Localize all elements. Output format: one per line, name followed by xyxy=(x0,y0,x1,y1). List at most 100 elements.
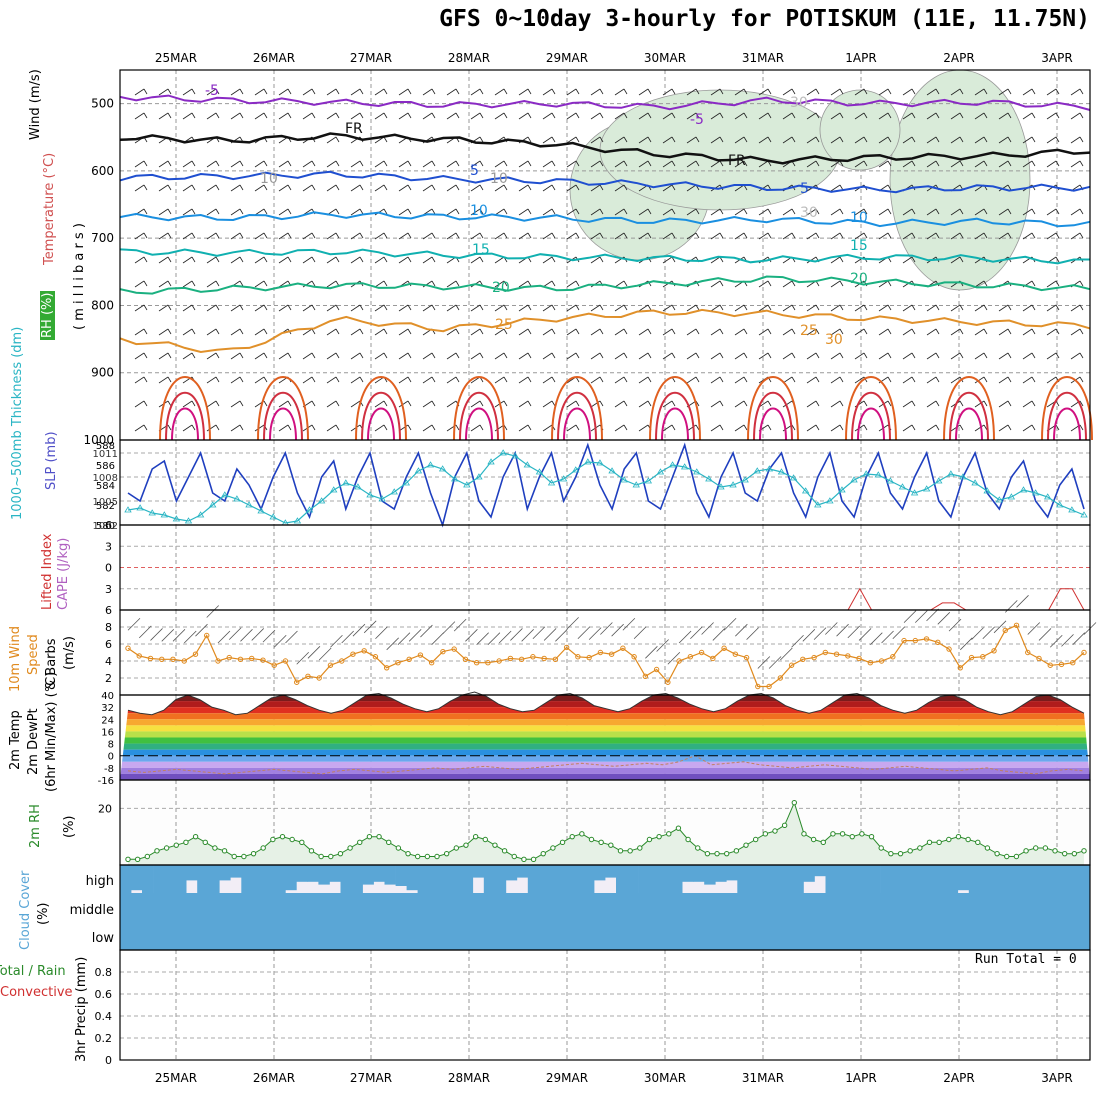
wind-barb-flag xyxy=(863,232,868,239)
cloud-high-bar xyxy=(219,865,231,881)
wind-barb xyxy=(686,112,697,120)
wind-10m-barb xyxy=(993,620,1007,634)
wind-barb xyxy=(494,352,505,360)
cloud-high-bar xyxy=(1023,865,1036,893)
wind10m-label: 10m Wind xyxy=(8,625,23,692)
wind-barb xyxy=(422,112,433,120)
wind-barb-flag xyxy=(671,160,676,167)
wind-barb xyxy=(926,304,937,312)
date-label-top-27MAR: 27MAR xyxy=(350,51,392,65)
date-label-bottom-30MAR: 30MAR xyxy=(644,1071,686,1085)
wind-barb-flag xyxy=(1031,352,1036,359)
wind-barb-flag xyxy=(407,184,412,191)
wind-10m-barb xyxy=(431,632,444,645)
cloud-high-bar xyxy=(913,865,925,893)
wind-barb-flag xyxy=(311,376,316,383)
wind-barb xyxy=(230,160,241,168)
wind-barb-flag xyxy=(671,304,676,311)
wind-barb-flag xyxy=(1031,424,1036,431)
wind-10m-barb xyxy=(251,628,265,641)
slp-tick-1005: 1005 xyxy=(93,497,118,508)
wind-barb-flag xyxy=(215,304,220,311)
cloud-high-bar xyxy=(1012,865,1025,893)
cloud-cat-high: high xyxy=(86,874,114,889)
rh-marker xyxy=(849,833,855,840)
cloud-high-bar xyxy=(230,865,242,878)
wind-10m-barb xyxy=(780,647,793,661)
wind-barb xyxy=(518,184,529,192)
wind-speed-marker xyxy=(192,651,199,657)
wind-barb-flag xyxy=(431,304,436,311)
cloud-high-bar xyxy=(417,865,429,893)
wind-10m-barb xyxy=(262,629,276,643)
wind-speed-marker xyxy=(530,654,536,660)
wind-barb-flag xyxy=(215,88,220,95)
wind-barb-flag xyxy=(863,136,868,143)
wind-barb-flag xyxy=(407,304,412,311)
wind-barb-flag xyxy=(839,208,844,215)
wind-barb xyxy=(638,328,649,336)
cloud-high-bar xyxy=(208,865,220,893)
date-label-bottom-3APR: 3APR xyxy=(1041,1071,1072,1085)
wind-barb-flag xyxy=(623,208,628,215)
rh-marker xyxy=(183,839,189,846)
wind-barb-flag xyxy=(911,400,916,407)
wind-barb xyxy=(278,160,289,168)
thickness-marker xyxy=(547,479,556,486)
wind-barb xyxy=(734,160,745,168)
rh-marker xyxy=(550,845,556,851)
wind-barb-flag xyxy=(551,160,556,167)
rh-marker xyxy=(173,842,179,848)
hot-contour xyxy=(851,392,891,441)
wind-10m-barb xyxy=(611,623,624,637)
wind-barb-flag xyxy=(911,352,916,359)
wind-barb xyxy=(710,424,721,432)
wind-10m-barb xyxy=(1027,622,1041,635)
wind-barb-flag xyxy=(407,424,412,431)
wind-barb xyxy=(278,184,289,192)
wind-10m-barb xyxy=(847,625,861,639)
wind-barb-flag xyxy=(719,280,724,287)
wind-speed-marker xyxy=(305,673,311,679)
wind-speed-marker xyxy=(361,648,367,654)
wind-barb-flag xyxy=(767,136,772,143)
wind-barb-flag xyxy=(599,88,604,95)
wind-barb-flag xyxy=(815,352,820,359)
wind-barb xyxy=(998,376,1009,384)
wind-barb xyxy=(422,424,433,432)
wind-barb xyxy=(854,160,865,168)
cloud-high-bar xyxy=(120,865,132,893)
cloud-high-bar xyxy=(571,865,584,893)
wind-barb-flag xyxy=(695,424,700,431)
wind-barb-flag xyxy=(167,304,172,311)
date-label-bottom-31MAR: 31MAR xyxy=(742,1071,784,1085)
wind-barb-flag xyxy=(575,424,580,431)
wind-barb-flag xyxy=(575,304,580,311)
panel-frame-wind xyxy=(119,609,1091,696)
wind-barb xyxy=(542,88,553,96)
wind-barb xyxy=(974,256,985,264)
wind-barb xyxy=(446,160,457,168)
wind-barb-flag xyxy=(215,160,220,167)
wind-barb-flag xyxy=(935,400,940,407)
wind-barb-flag xyxy=(167,256,172,263)
wind-barb-flag xyxy=(215,328,220,335)
wind-barb xyxy=(974,208,985,216)
cloud-high-bar xyxy=(715,865,727,882)
wind-barb xyxy=(974,304,985,312)
wind-barb-flag xyxy=(791,304,796,311)
wind-barb-flag xyxy=(911,208,916,215)
cloud-high-bar xyxy=(924,865,937,893)
wind-barb-flag xyxy=(455,352,460,359)
wind-barb xyxy=(782,352,793,360)
hot-contour xyxy=(759,407,787,441)
wind-barb xyxy=(734,424,745,432)
wind-barb xyxy=(398,256,409,264)
wind-barb-flag xyxy=(719,232,724,239)
wind-barb xyxy=(566,280,577,288)
thickness-marker xyxy=(1007,493,1016,500)
upper-air-label-wind: Wind (m/s) xyxy=(28,69,43,140)
cloud-high-bar xyxy=(1034,865,1047,893)
wind-10m-barb xyxy=(138,625,152,639)
wind-barb xyxy=(614,376,625,384)
